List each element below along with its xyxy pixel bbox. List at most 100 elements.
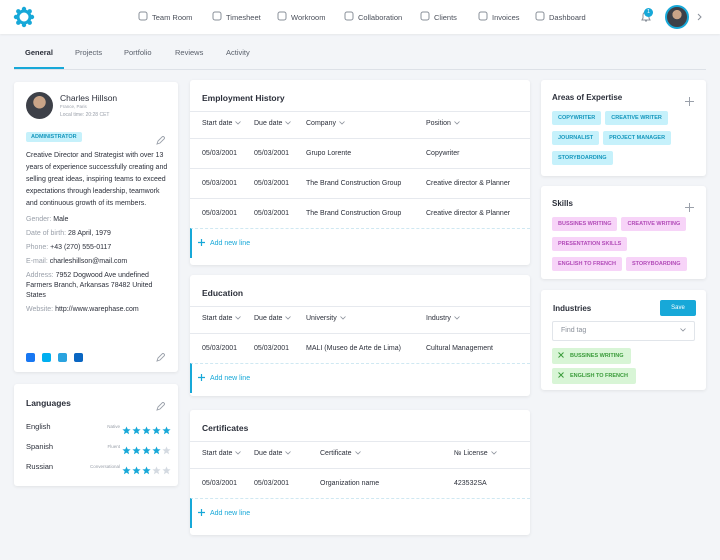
column-header[interactable]: University bbox=[306, 315, 346, 322]
placeholder[interactable]: Find tag bbox=[561, 327, 587, 334]
social-icon[interactable] bbox=[58, 349, 67, 367]
add-line-label[interactable]: Add new line bbox=[210, 510, 251, 517]
tab[interactable]: General bbox=[25, 48, 53, 57]
column-header[interactable]: Start date bbox=[202, 120, 242, 127]
column-header[interactable]: Due date bbox=[254, 315, 292, 322]
tab[interactable]: Reviews bbox=[175, 48, 204, 57]
nav-label[interactable]: Dashboard bbox=[549, 12, 586, 22]
social-icon[interactable] bbox=[42, 353, 51, 362]
add-icon[interactable] bbox=[685, 203, 694, 212]
nav-item[interactable]: Workroom bbox=[277, 11, 325, 23]
cell: Creative director & Planner bbox=[426, 210, 511, 217]
column-header[interactable]: Due date bbox=[254, 450, 292, 457]
column-label[interactable]: Start date bbox=[202, 120, 233, 127]
remove-icon[interactable] bbox=[558, 352, 564, 358]
add-icon[interactable] bbox=[685, 199, 694, 217]
edit-icon[interactable] bbox=[156, 349, 166, 367]
nav-item[interactable]: Dashboard bbox=[535, 11, 586, 23]
nav-item[interactable]: Collaboration bbox=[344, 11, 402, 23]
social-icon[interactable] bbox=[58, 353, 67, 362]
column-label[interactable]: Industry bbox=[426, 315, 451, 322]
nav-item[interactable]: Team Room bbox=[138, 11, 192, 23]
sort-icon bbox=[339, 120, 345, 127]
edit-icon[interactable] bbox=[156, 352, 166, 362]
language-level: Fluent bbox=[107, 444, 120, 449]
plus-icon[interactable] bbox=[198, 509, 205, 518]
social-icon[interactable] bbox=[74, 353, 83, 362]
social-icon[interactable] bbox=[42, 349, 51, 367]
column-label[interactable]: № License bbox=[454, 450, 488, 457]
social-icon[interactable] bbox=[74, 349, 83, 367]
add-line-label[interactable]: Add new line bbox=[210, 240, 251, 247]
star bbox=[152, 422, 161, 440]
column-header[interactable]: Company bbox=[306, 120, 345, 127]
edit-icon[interactable] bbox=[156, 401, 166, 411]
nav-label[interactable]: Timesheet bbox=[226, 12, 261, 22]
user-avatar[interactable] bbox=[665, 5, 689, 29]
add-icon[interactable] bbox=[685, 97, 694, 106]
nav-item[interactable]: Invoices bbox=[478, 11, 520, 23]
field-label: Phone: bbox=[26, 244, 49, 251]
tag-input[interactable]: Find tag bbox=[552, 321, 695, 341]
column-header[interactable]: Position bbox=[426, 120, 460, 127]
column-header[interactable]: Start date bbox=[202, 315, 242, 322]
column-header[interactable]: Start date bbox=[202, 450, 242, 457]
plus-icon[interactable] bbox=[198, 239, 205, 246]
edit-icon[interactable] bbox=[156, 132, 166, 150]
field-label: E-mail: bbox=[26, 258, 48, 265]
nav-icon bbox=[344, 11, 354, 23]
field-value: 7952 Dogwood Ave undefined Farmers Branc… bbox=[26, 272, 153, 299]
remove-icon[interactable] bbox=[558, 372, 564, 380]
add-line[interactable]: Add new line bbox=[190, 228, 530, 258]
nav-item[interactable]: Clients bbox=[420, 11, 457, 23]
add-line-label[interactable]: Add new line bbox=[210, 375, 251, 382]
nav-label[interactable]: Clients bbox=[434, 12, 457, 22]
plus-icon[interactable] bbox=[198, 374, 205, 381]
add-line[interactable]: Add new line bbox=[190, 363, 530, 393]
nav-item[interactable]: Timesheet bbox=[212, 11, 261, 23]
plus-icon[interactable] bbox=[198, 374, 205, 383]
tag: PRESENTATION SKILLS bbox=[552, 237, 628, 251]
tab[interactable]: Activity bbox=[226, 48, 250, 57]
sort-icon bbox=[339, 315, 346, 322]
nav-label[interactable]: Invoices bbox=[492, 12, 520, 22]
plus-icon[interactable] bbox=[198, 509, 205, 516]
rating-stars bbox=[122, 462, 171, 480]
profile-location: France, Paris bbox=[60, 104, 87, 109]
chevron[interactable] bbox=[697, 13, 703, 21]
add-line[interactable]: Add new line bbox=[190, 498, 530, 528]
nav-label[interactable]: Workroom bbox=[291, 12, 326, 22]
remove-icon[interactable] bbox=[558, 352, 564, 360]
star bbox=[142, 422, 151, 440]
social-icon[interactable] bbox=[26, 349, 35, 367]
social-icon[interactable] bbox=[26, 353, 35, 362]
plus-icon[interactable] bbox=[198, 239, 205, 248]
column-label[interactable]: Certificate bbox=[320, 450, 352, 457]
tab[interactable]: Portfolio bbox=[124, 48, 152, 57]
column-label[interactable]: Due date bbox=[254, 120, 283, 127]
section-card: Certificates Start date Due date Certificat… bbox=[190, 410, 530, 535]
remove-icon[interactable] bbox=[558, 372, 564, 378]
edit-icon[interactable] bbox=[156, 135, 166, 145]
column-label[interactable]: Company bbox=[306, 120, 336, 127]
column-label[interactable]: University bbox=[306, 315, 337, 322]
column-label[interactable]: Due date bbox=[254, 450, 283, 457]
nav-label[interactable]: Collaboration bbox=[358, 12, 403, 22]
column-label[interactable]: Position bbox=[426, 120, 451, 127]
tab[interactable]: Projects bbox=[75, 48, 103, 57]
column-label[interactable]: Due date bbox=[254, 315, 283, 322]
column-header[interactable]: № License bbox=[454, 450, 497, 457]
column-label[interactable]: Start date bbox=[202, 315, 233, 322]
column-header[interactable]: Due date bbox=[254, 120, 292, 127]
nav-label[interactable]: Team Room bbox=[152, 12, 193, 22]
edit-icon[interactable] bbox=[156, 398, 166, 416]
add-icon[interactable] bbox=[685, 93, 694, 111]
save-button[interactable]: Save bbox=[660, 300, 696, 316]
column-header[interactable]: Certificate bbox=[320, 450, 361, 457]
dropdown-icon bbox=[680, 322, 686, 340]
column-header[interactable]: Industry bbox=[426, 315, 460, 322]
nav-icon bbox=[277, 11, 287, 23]
column-label[interactable]: Start date bbox=[202, 450, 233, 457]
logo[interactable] bbox=[13, 6, 35, 28]
role-badge: ADMINISTRATOR bbox=[26, 132, 82, 142]
